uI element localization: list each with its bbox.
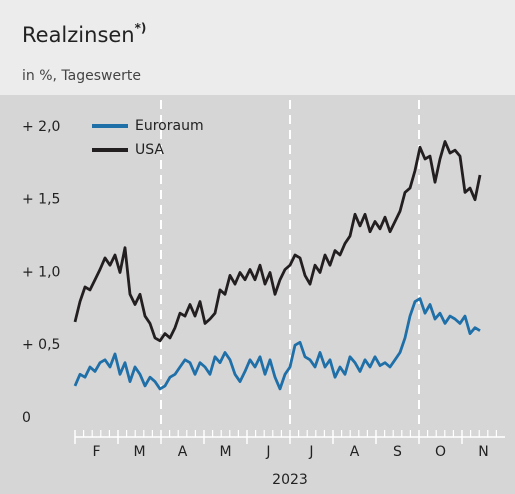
- series-line: [73, 297, 481, 391]
- year-label: 2023: [272, 472, 308, 488]
- legend-label: USA: [135, 142, 164, 158]
- title-note: *): [135, 21, 147, 35]
- y-tick-label: 0: [22, 410, 31, 426]
- x-tick-label: M: [133, 444, 145, 460]
- plot-background: [0, 95, 515, 494]
- legend-label: Euroraum: [135, 118, 204, 134]
- y-tick-label: + 1,5: [22, 192, 60, 208]
- chart-title: Realzinsen*): [22, 21, 146, 48]
- x-tick-label: O: [435, 444, 446, 460]
- x-tick-label: F: [92, 444, 100, 460]
- x-tick-label: A: [178, 444, 188, 460]
- title-text: Realzinsen: [22, 23, 135, 47]
- x-tick-label: J: [308, 444, 313, 460]
- y-tick-label: + 1,0: [22, 264, 60, 280]
- x-tick-label: J: [265, 444, 270, 460]
- subtitle: in %, Tageswerte: [22, 68, 141, 84]
- y-tick-label: + 2,0: [22, 119, 60, 135]
- x-tick-label: S: [393, 444, 402, 460]
- y-tick-label: + 0,5: [22, 337, 60, 353]
- x-tick-label: N: [478, 444, 488, 460]
- x-tick-label: A: [350, 444, 360, 460]
- x-tick-label: M: [219, 444, 231, 460]
- series-line: [73, 140, 482, 343]
